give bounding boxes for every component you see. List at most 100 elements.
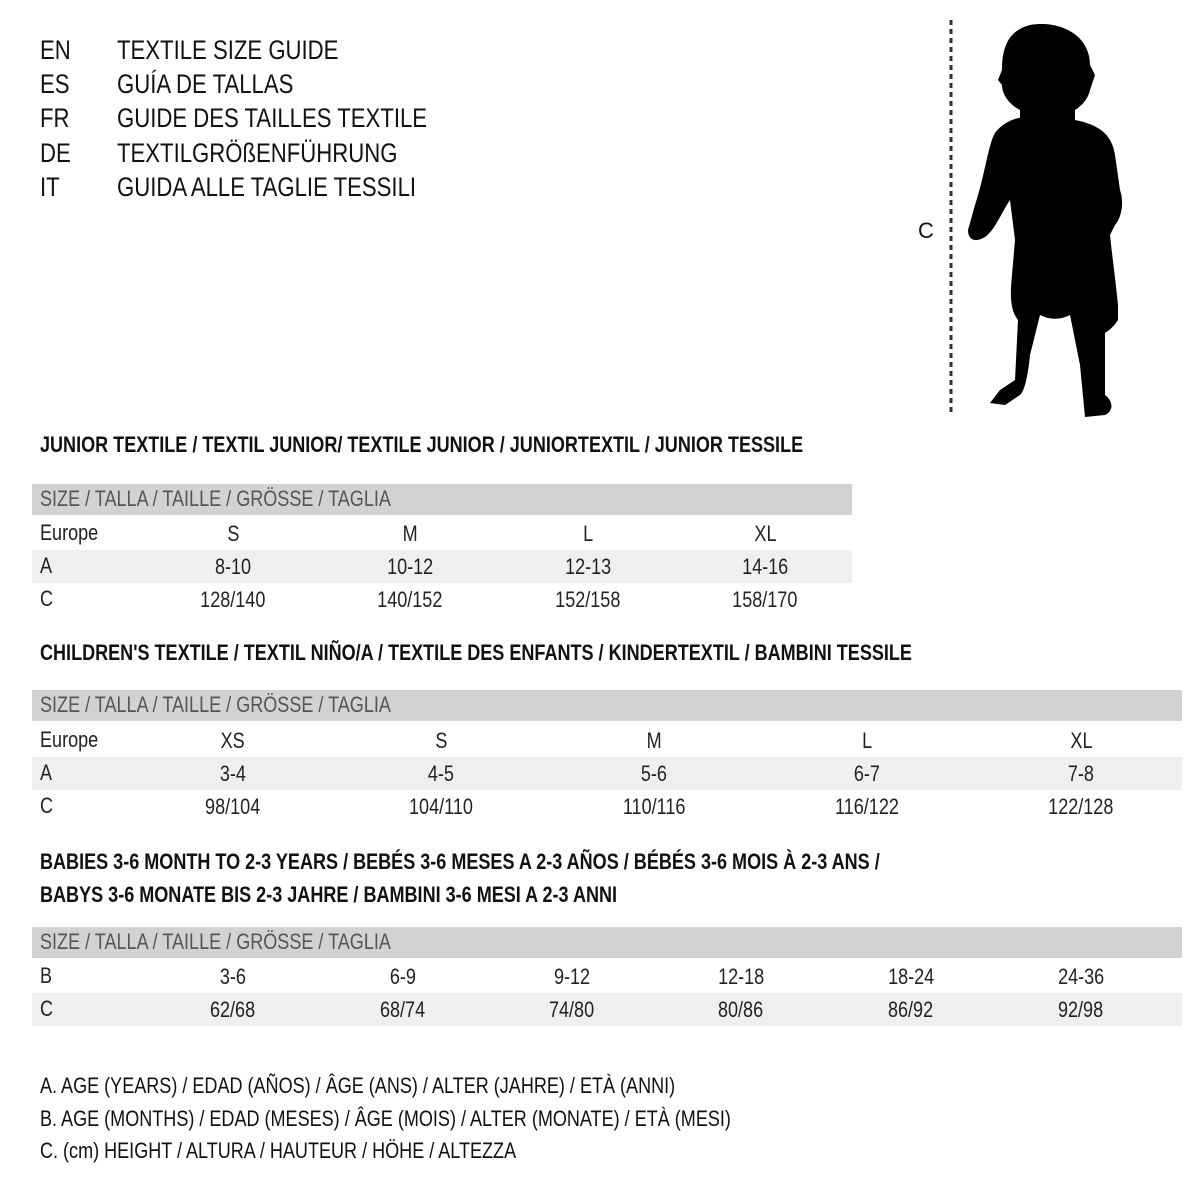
table-cell: 104/110 [361,794,521,820]
table-cell: 158/170 [685,587,845,613]
cell-value: 8-10 [214,554,252,579]
cell-value: M [646,728,662,753]
lang-code: EN [40,35,71,65]
cell-value: 3-6 [219,964,247,989]
table-cell: 14-16 [685,554,845,580]
table-cell: 122/128 [1001,794,1161,820]
section-title-text: BABYS 3-6 MONATE BIS 2-3 JAHRE / BAMBINI… [40,882,618,907]
table-cell: M [330,521,490,547]
table-cell: 3-4 [153,761,313,787]
table-cell: 6-7 [787,761,947,787]
lang-title: GUÍA DE TALLAS [117,69,294,99]
table-cell: 110/116 [574,794,734,820]
row-label: C [40,586,54,611]
section-title: BABIES 3-6 MONTH TO 2-3 YEARS / BEBÉS 3-… [40,849,1064,875]
cell-value: 9-12 [553,964,591,989]
table-cell: 12-13 [508,554,668,580]
cell-value: 86/92 [888,997,934,1022]
table-cell: S [361,728,521,754]
lang-code: FR [40,103,70,133]
legend-text: A. AGE (YEARS) / EDAD (AÑOS) / ÂGE (ANS)… [40,1073,676,1098]
size-table: SIZE / TALLA / TAILLE / GRÖSSE / TAGLIA E… [32,484,852,616]
cell-value: 6-7 [853,761,881,786]
legend-text: B. AGE (MONTHS) / EDAD (MESES) / ÂGE (MO… [40,1106,731,1131]
table-cell: 9-12 [492,964,652,990]
table-cell: 12-18 [661,964,821,990]
cell-value: 92/98 [1058,997,1104,1022]
table-cell: 7-8 [1001,761,1161,787]
size-table: SIZE / TALLA / TAILLE / GRÖSSE / TAGLIA E… [32,690,1182,823]
cell-value: 152/158 [555,587,621,612]
table-cell: L [787,728,947,754]
cell-value: 4-5 [427,761,455,786]
row-label: A [40,760,53,785]
table-cell: 152/158 [508,587,668,613]
table-cell: 6-9 [323,964,483,990]
cell-value: 5-6 [640,761,668,786]
legend-a: A. AGE (YEARS) / EDAD (AÑOS) / ÂGE (ANS)… [40,1073,815,1099]
cell-value: L [861,728,873,753]
table-cell: XL [1001,728,1161,754]
cell-value: 6-9 [389,964,417,989]
cell-value: XL [1069,728,1093,753]
cell-value: 122/128 [1048,794,1114,819]
table-cell: 18-24 [831,964,991,990]
cell-value: 116/122 [835,794,899,819]
cell-value: 104/110 [409,794,473,819]
table-header-text: SIZE / TALLA / TAILLE / GRÖSSE / TAGLIA [40,486,391,511]
lang-title: TEXTILGRÖßENFÜHRUNG [117,138,398,168]
lang-title: GUIDA ALLE TAGLIE TESSILI [117,172,417,202]
section-title: JUNIOR TEXTILE / TEXTIL JUNIOR/ TEXTILE … [40,432,971,458]
table-cell: 140/152 [330,587,490,613]
section-title: BABYS 3-6 MONATE BIS 2-3 JAHRE / BAMBINI… [40,882,744,908]
cell-value: 3-4 [219,761,247,786]
measure-label: C [918,218,934,243]
table-cell: 98/104 [153,794,313,820]
row-label: Europe [40,727,99,752]
cell-value: 98/104 [205,794,261,819]
section-title-text: BABIES 3-6 MONTH TO 2-3 YEARS / BEBÉS 3-… [40,849,880,874]
table-cell: 80/86 [661,997,821,1023]
table-cell: 24-36 [1001,964,1161,990]
cell-value: 18-24 [887,964,935,989]
cell-value: S [226,521,240,546]
row-label: C [40,996,54,1021]
table-cell: XS [153,728,313,754]
cell-value: 128/140 [200,587,266,612]
cell-value: 7-8 [1067,761,1095,786]
cell-value: 140/152 [377,587,443,612]
table-row: C 98/104 104/110 110/116 116/122 122/128 [32,790,1182,823]
cell-value: S [434,728,448,753]
child-silhouette-icon [949,20,1123,418]
legend-b: B. AGE (MONTHS) / EDAD (MESES) / ÂGE (MO… [40,1106,883,1132]
table-row: C 62/68 68/74 74/80 80/86 86/92 92/98 [32,993,1182,1026]
cell-value: 62/68 [210,997,256,1022]
table-cell: 116/122 [787,794,947,820]
table-cell: 8-10 [153,554,313,580]
table-row: Europe S M L XL [32,517,852,550]
cell-value: 24-36 [1057,964,1105,989]
table-header: SIZE / TALLA / TAILLE / GRÖSSE / TAGLIA [32,484,852,515]
table-row: A 3-4 4-5 5-6 6-7 7-8 [32,757,1182,790]
table-row: Europe XS S M L XL [32,724,1182,757]
table-cell: 62/68 [153,997,313,1023]
cell-value: 74/80 [549,997,595,1022]
table-cell: 4-5 [361,761,521,787]
table-cell: 10-12 [330,554,490,580]
cell-value: 110/116 [622,794,686,819]
row-label: A [40,553,53,578]
legend-c: C. (cm) HEIGHT / ALTURA / HAUTEUR / HÖHE… [40,1138,621,1164]
cell-value: M [402,521,418,546]
table-cell: M [574,728,734,754]
cell-value: 10-12 [386,554,434,579]
row-label: Europe [40,520,99,545]
cell-value: 158/170 [732,587,798,612]
table-header-text: SIZE / TALLA / TAILLE / GRÖSSE / TAGLIA [40,929,391,954]
cell-value: L [582,521,594,546]
table-header: SIZE / TALLA / TAILLE / GRÖSSE / TAGLIA [32,927,1182,958]
lang-code: ES [40,69,70,99]
table-cell: XL [685,521,845,547]
row-label: B [40,963,53,988]
table-header: SIZE / TALLA / TAILLE / GRÖSSE / TAGLIA [32,690,1182,721]
table-cell: 128/140 [153,587,313,613]
